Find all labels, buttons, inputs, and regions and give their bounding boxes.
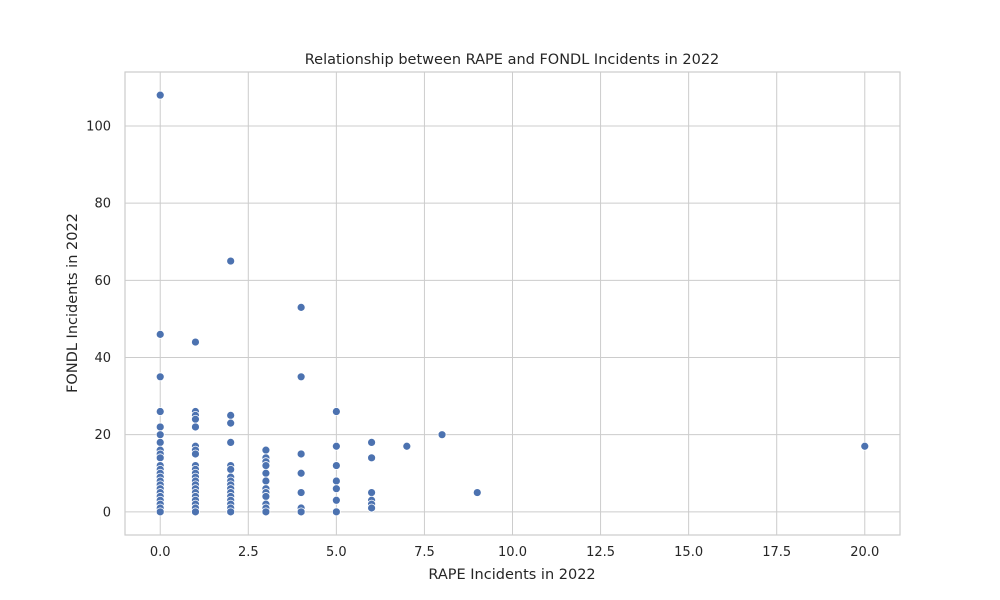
data-point: [367, 488, 376, 497]
data-point: [331, 441, 341, 451]
data-point: [331, 484, 341, 494]
data-point: [261, 507, 271, 517]
data-point: [191, 414, 200, 424]
data-point: [226, 507, 236, 517]
data-point: [191, 337, 200, 347]
data-point: [367, 503, 376, 513]
data-point: [296, 372, 306, 382]
y-tick-label: 100: [86, 120, 111, 135]
data-point: [331, 407, 341, 416]
data-point: [191, 449, 200, 459]
y-tick-label: 40: [94, 351, 111, 366]
data-point: [331, 476, 341, 486]
x-tick-label: 17.5: [762, 545, 791, 560]
data-point: [155, 90, 165, 100]
x-tick-label: 0.0: [150, 545, 171, 560]
points-layer: [155, 90, 870, 517]
y-tick-label: 20: [94, 428, 111, 443]
data-point: [296, 488, 306, 497]
x-tick-label: 10.0: [498, 545, 527, 560]
x-tick-label: 2.5: [238, 545, 259, 560]
data-point: [191, 507, 200, 517]
y-tick-label: 60: [94, 274, 111, 289]
x-tick-label: 5.0: [326, 545, 347, 560]
data-point: [437, 430, 447, 440]
data-point: [261, 445, 271, 455]
x-tick-label: 20.0: [850, 545, 879, 560]
data-point: [296, 507, 306, 517]
ticks-layer: 0.0 2.5 5.0 7.5 10.0 12.5 15.0 17.5 20.0 0 20 40 60 8…: [86, 120, 879, 560]
data-point: [261, 476, 271, 486]
data-point: [155, 430, 165, 440]
x-tick-label: 15.0: [674, 545, 703, 560]
data-point: [226, 437, 236, 447]
data-point: [402, 441, 412, 451]
data-point: [226, 256, 236, 266]
data-point: [155, 329, 165, 339]
plot-frame: [124, 71, 901, 536]
data-point: [226, 418, 236, 428]
y-tick-label: 80: [94, 197, 111, 212]
data-point: [296, 468, 306, 478]
y-tick-label: 0: [103, 505, 111, 520]
data-point: [472, 488, 482, 497]
data-point: [296, 302, 306, 312]
x-axis-label: RAPE Incidents in 2022: [428, 567, 595, 583]
data-point: [226, 410, 236, 420]
data-point: [155, 372, 165, 382]
data-point: [261, 492, 271, 501]
y-axis-label: FONDL Incidents in 2022: [65, 213, 81, 393]
x-tick-label: 7.5: [414, 545, 435, 560]
data-point: [296, 449, 306, 459]
data-point: [331, 495, 341, 505]
data-point: [860, 441, 870, 451]
data-point: [331, 507, 341, 517]
data-point: [226, 465, 236, 474]
x-tick-label: 12.5: [586, 545, 615, 560]
data-point: [155, 507, 165, 517]
data-point: [191, 422, 200, 432]
data-point: [261, 461, 271, 470]
data-point: [331, 461, 341, 470]
data-point: [367, 453, 376, 463]
chart-title: Relationship between RAPE and FONDL Inci…: [305, 52, 720, 68]
grid-layer: [125, 72, 900, 535]
data-point: [155, 453, 165, 463]
data-point: [155, 437, 165, 447]
data-point: [367, 437, 376, 447]
data-point: [155, 422, 165, 432]
data-point: [155, 407, 165, 416]
data-point: [261, 468, 271, 478]
